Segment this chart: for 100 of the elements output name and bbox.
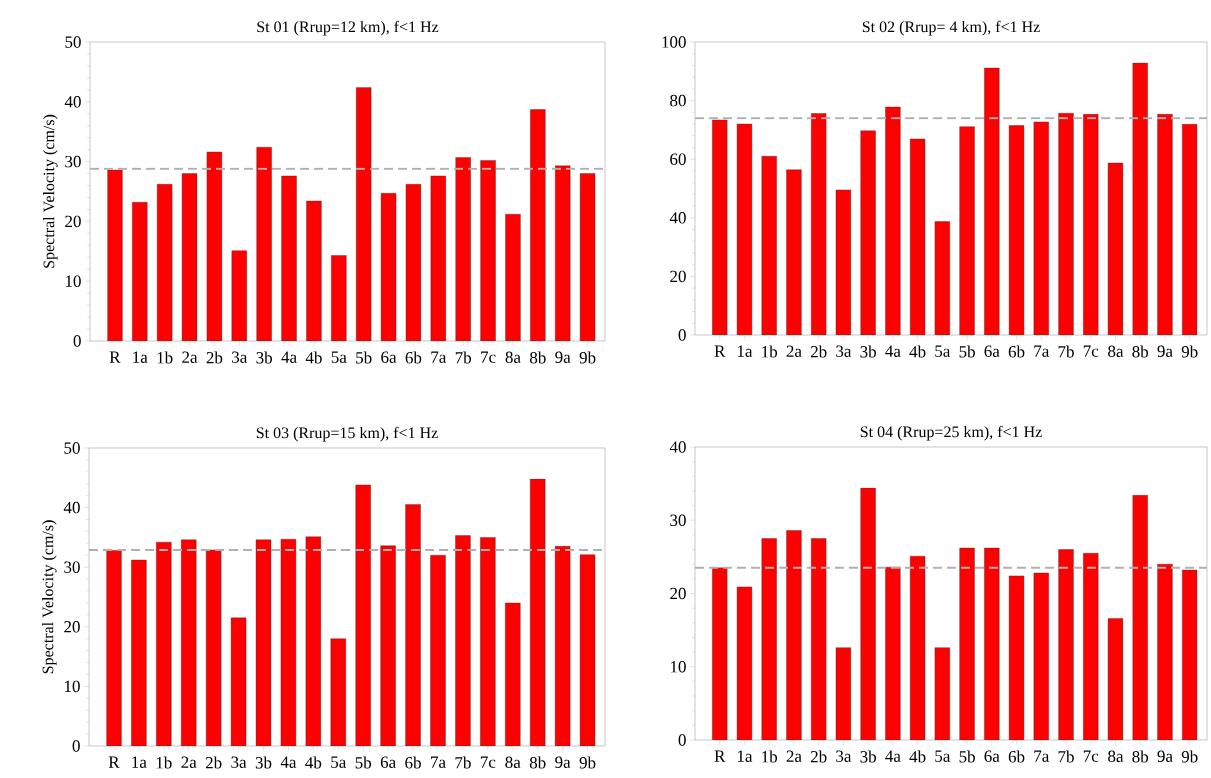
bar	[281, 175, 297, 341]
x-tick-label: 3a	[231, 756, 247, 768]
x-tick-label: 3a	[232, 351, 248, 363]
x-tick-label: 3b	[860, 750, 876, 763]
x-tick-label: 1a	[737, 750, 753, 762]
x-tick-label: 6b	[405, 351, 422, 364]
x-tick-label: 8a	[1108, 750, 1124, 763]
y-tick-label: 30	[64, 561, 80, 573]
bar	[811, 113, 827, 335]
bar	[505, 602, 521, 746]
x-tick-label: R	[714, 750, 726, 762]
x-tick-label: 5b	[959, 750, 975, 763]
bar	[885, 566, 901, 740]
x-tick-label: 2b	[810, 345, 827, 358]
x-tick-label: 9a	[555, 351, 571, 363]
x-tick-label: 8b	[529, 756, 546, 769]
x-tick-label: 8b	[1132, 750, 1149, 763]
bar	[455, 535, 471, 746]
x-tick-label: 7c	[1083, 345, 1099, 357]
x-tick-label: 5a	[331, 756, 347, 768]
x-tick-label: 5a	[935, 750, 951, 762]
x-tick-label: 3a	[836, 345, 852, 357]
y-axis-title: Spectral Velocity (cm/s)	[43, 114, 58, 268]
x-tick-label: 5b	[356, 351, 372, 364]
bar	[959, 126, 975, 335]
bar	[331, 255, 347, 341]
y-tick-label: 60	[670, 153, 686, 165]
y-tick-label: 0	[678, 734, 686, 746]
bar	[1033, 572, 1049, 740]
bar	[1033, 121, 1049, 335]
y-tick-label: 30	[65, 155, 81, 168]
x-tick-label: 9b	[579, 351, 596, 364]
x-tick-label: 2b	[205, 756, 222, 769]
x-tick-label: 5a	[935, 345, 951, 357]
x-tick-label: 2b	[206, 351, 223, 364]
y-tick-label: 10	[670, 661, 686, 673]
bar	[530, 109, 546, 341]
x-tick-label: 2a	[786, 345, 802, 357]
bar	[107, 169, 123, 341]
bar	[106, 550, 122, 746]
x-tick-label: 7a	[1034, 345, 1050, 357]
chart-title: St 01 (Rrup=12 km), f<1 Hz	[257, 20, 439, 36]
bar	[984, 67, 1000, 335]
bar	[835, 647, 852, 740]
bar	[480, 160, 496, 341]
bar	[231, 250, 247, 341]
bar	[405, 504, 421, 746]
x-tick-label: 2b	[810, 750, 827, 763]
x-tick-label: 4a	[885, 750, 901, 762]
x-tick-label: 7c	[480, 756, 496, 768]
bar	[909, 138, 926, 335]
bar	[132, 202, 148, 341]
y-axis-title: Spectral Velocity (cm/s)	[42, 520, 57, 674]
x-tick-label: 7c	[1083, 750, 1099, 762]
y-tick-label: 10	[64, 680, 80, 693]
x-tick-label: 4b	[909, 345, 926, 358]
x-tick-label: 1a	[133, 351, 148, 363]
x-tick-label: 1a	[132, 756, 147, 768]
bar	[1107, 618, 1124, 740]
bar	[934, 647, 950, 740]
x-tick-label: 2a	[182, 351, 198, 363]
bar	[909, 555, 926, 740]
y-tick-label: 40	[669, 212, 686, 224]
x-tick-label: 7b	[455, 756, 471, 769]
x-tick-label: 6a	[380, 756, 396, 768]
y-tick-label: 40	[63, 501, 80, 514]
x-tick-label: 5a	[331, 351, 347, 363]
x-tick-label: 1b	[762, 345, 778, 358]
y-tick-label: 40	[669, 441, 686, 453]
x-tick-label: 9a	[1157, 345, 1173, 357]
x-tick-label: 9a	[555, 756, 571, 768]
x-tick-label: 1a	[737, 345, 753, 357]
bar	[131, 559, 147, 746]
x-tick-label: 7a	[1034, 750, 1050, 762]
x-tick-label: 9b	[1181, 345, 1198, 358]
bar	[1182, 569, 1198, 740]
x-tick-label: 4a	[280, 756, 297, 768]
bar	[860, 487, 876, 740]
x-tick-label: 3b	[255, 756, 272, 769]
x-tick-label: R	[109, 351, 121, 363]
x-tick-label: 3b	[860, 345, 876, 358]
bar	[306, 200, 322, 341]
x-tick-label: 3a	[836, 750, 852, 762]
x-tick-label: 7b	[1058, 345, 1074, 358]
x-tick-label: 8b	[1132, 345, 1149, 358]
y-tick-label: 50	[64, 442, 80, 454]
bar	[1132, 62, 1148, 335]
bar	[786, 169, 802, 335]
bar	[181, 539, 197, 746]
bar	[505, 214, 521, 341]
x-tick-label: 4b	[305, 756, 322, 769]
chart-title: St 04 (Rrup=25 km), f<1 Hz	[860, 425, 1042, 441]
bar	[712, 119, 728, 335]
y-tick-label: 30	[670, 514, 686, 526]
bar	[1132, 495, 1148, 740]
y-tick-label: 20	[670, 587, 686, 600]
bar	[430, 555, 446, 746]
x-tick-label: 3b	[256, 351, 273, 364]
y-tick-label: 20	[64, 621, 80, 633]
x-tick-label: 7a	[431, 756, 446, 768]
